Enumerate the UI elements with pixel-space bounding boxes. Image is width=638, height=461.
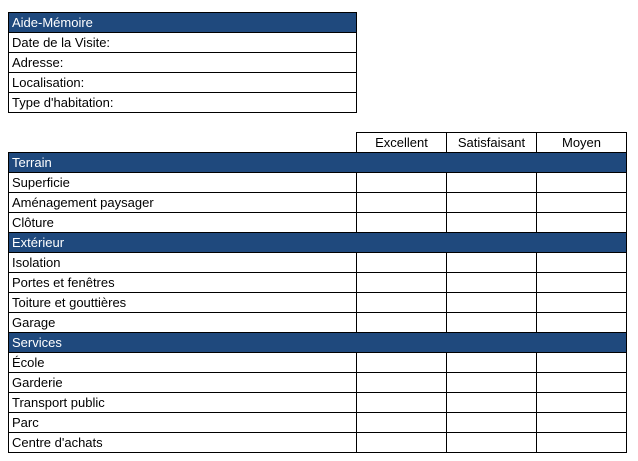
section-header: Terrain (8, 152, 627, 173)
rating-cell-moyen[interactable] (536, 292, 627, 313)
rating-cell-excellent[interactable] (356, 192, 447, 213)
rating-cell-excellent[interactable] (356, 412, 447, 433)
row-label: Isolation (8, 252, 357, 273)
row-label: Centre d'achats (8, 432, 357, 453)
rating-cell-satisfaisant[interactable] (446, 172, 537, 193)
memo-title: Aide-Mémoire (8, 12, 357, 33)
rating-cell-excellent[interactable] (356, 292, 447, 313)
row-label: Parc (8, 412, 357, 433)
rating-cell-moyen[interactable] (536, 392, 627, 413)
rating-cell-excellent[interactable] (356, 172, 447, 193)
rating-cell-moyen[interactable] (536, 272, 627, 293)
rating-cell-excellent[interactable] (356, 272, 447, 293)
column-header-satisfaisant: Satisfaisant (446, 132, 537, 153)
rating-cell-satisfaisant[interactable] (446, 392, 537, 413)
rating-cell-excellent[interactable] (356, 392, 447, 413)
rating-cell-moyen[interactable] (536, 192, 627, 213)
rating-cell-moyen[interactable] (536, 312, 627, 333)
rating-cell-satisfaisant[interactable] (446, 292, 537, 313)
memo-field-3[interactable]: Type d'habitation: (8, 92, 357, 113)
rating-cell-satisfaisant[interactable] (446, 272, 537, 293)
rating-cell-satisfaisant[interactable] (446, 212, 537, 233)
row-label: Garage (8, 312, 357, 333)
memo-field-1[interactable]: Adresse: (8, 52, 357, 73)
row-label: Portes et fenêtres (8, 272, 357, 293)
rating-cell-excellent[interactable] (356, 432, 447, 453)
row-label: Clôture (8, 212, 357, 233)
rating-cell-moyen[interactable] (536, 412, 627, 433)
rating-cell-satisfaisant[interactable] (446, 412, 537, 433)
column-header-moyen: Moyen (536, 132, 627, 153)
rating-cell-moyen[interactable] (536, 172, 627, 193)
row-label: École (8, 352, 357, 373)
rating-cell-moyen[interactable] (536, 252, 627, 273)
rating-cell-moyen[interactable] (536, 212, 627, 233)
row-label: Garderie (8, 372, 357, 393)
rating-cell-excellent[interactable] (356, 312, 447, 333)
rating-cell-excellent[interactable] (356, 212, 447, 233)
row-label: Aménagement paysager (8, 192, 357, 213)
row-label: Toiture et gouttières (8, 292, 357, 313)
rating-cell-satisfaisant[interactable] (446, 252, 537, 273)
rating-cell-excellent[interactable] (356, 352, 447, 373)
rating-cell-satisfaisant[interactable] (446, 432, 537, 453)
rating-cell-excellent[interactable] (356, 252, 447, 273)
row-label: Superficie (8, 172, 357, 193)
rating-cell-satisfaisant[interactable] (446, 352, 537, 373)
section-header: Extérieur (8, 232, 627, 253)
rating-cell-moyen[interactable] (536, 372, 627, 393)
rating-cell-moyen[interactable] (536, 352, 627, 373)
column-header-excellent: Excellent (356, 132, 447, 153)
rating-cell-moyen[interactable] (536, 432, 627, 453)
section-header: Services (8, 332, 627, 353)
rating-cell-satisfaisant[interactable] (446, 312, 537, 333)
memo-field-0[interactable]: Date de la Visite: (8, 32, 357, 53)
rating-cell-satisfaisant[interactable] (446, 192, 537, 213)
rating-cell-satisfaisant[interactable] (446, 372, 537, 393)
rating-cell-excellent[interactable] (356, 372, 447, 393)
memo-field-2[interactable]: Localisation: (8, 72, 357, 93)
row-label: Transport public (8, 392, 357, 413)
